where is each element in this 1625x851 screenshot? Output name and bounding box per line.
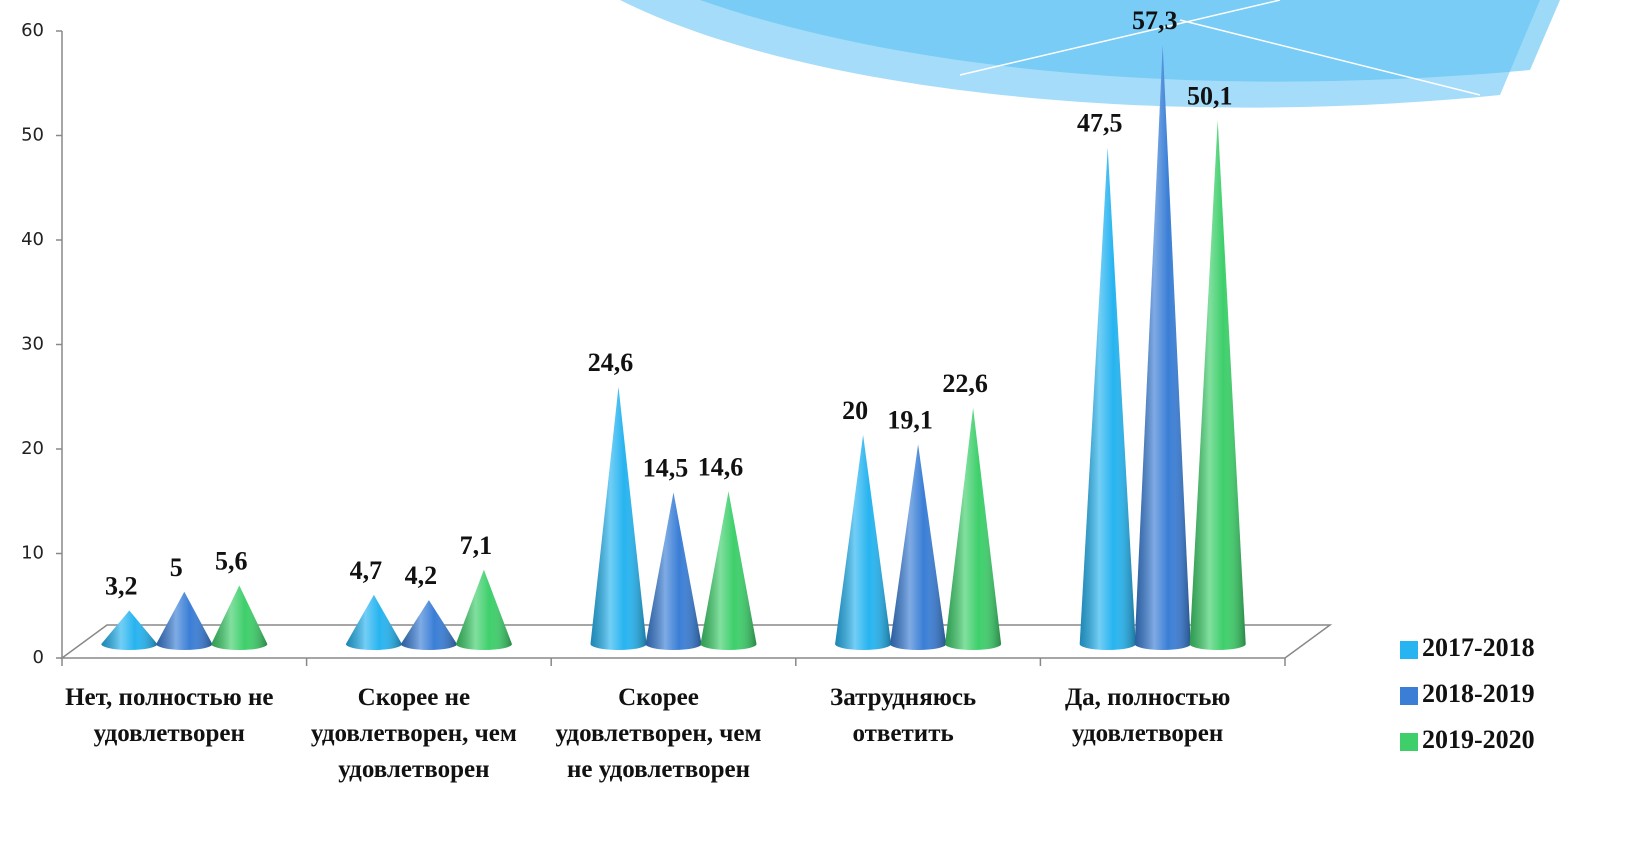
value-label: 5,6 (215, 546, 248, 575)
x-tick-label: Нет, полностью не удовлетворен (65, 684, 274, 747)
y-tick-label: 40 (21, 229, 44, 250)
cone-shade (890, 444, 947, 650)
legend-label: 2018-2019 (1422, 679, 1535, 708)
value-label: 47,5 (1077, 109, 1123, 138)
value-label: 19,1 (887, 405, 933, 434)
value-label: 7,1 (460, 531, 493, 560)
legend-swatch (1400, 687, 1418, 705)
cone-shade (1189, 120, 1246, 650)
decoration (620, 0, 1560, 108)
legend-swatch (1400, 641, 1418, 659)
value-label: 4,7 (350, 556, 383, 585)
cone-shade (945, 407, 1002, 650)
value-label: 4,2 (405, 561, 438, 590)
cone-shade (1079, 147, 1136, 650)
cone-shade (835, 435, 892, 650)
x-tick-label: Скорее удовлетворен, чем не удовлетворен (555, 684, 762, 783)
cone-shade (455, 569, 512, 650)
value-label: 14,6 (698, 452, 744, 481)
x-tick-label: Затрудняюсь ответить (830, 684, 977, 747)
x-tick-label: Да, полностью удовлетворен (1064, 684, 1231, 747)
value-label: 24,6 (588, 348, 634, 377)
y-tick-label: 0 (33, 647, 44, 668)
cone-shade (211, 585, 268, 650)
value-label: 3,2 (105, 572, 138, 601)
cone-shade (101, 610, 158, 650)
cone-shade (156, 591, 213, 650)
value-label: 20 (842, 396, 868, 425)
y-tick-label: 10 (21, 543, 44, 564)
value-label: 50,1 (1187, 81, 1233, 110)
x-tick-label: Скорее не удовлетворен, чем удовлетворен (310, 684, 517, 783)
y-tick-label: 60 (21, 20, 44, 41)
y-tick-label: 20 (21, 438, 44, 459)
value-label: 14,5 (643, 453, 689, 482)
value-label: 22,6 (942, 369, 988, 398)
cone-shade (645, 492, 702, 650)
cone-shade (590, 386, 647, 650)
cone-shade (1134, 45, 1191, 650)
cone-shade (345, 594, 402, 650)
value-label: 57,3 (1132, 6, 1178, 35)
value-label: 5 (170, 553, 183, 582)
cone-shade (400, 600, 457, 650)
legend-label: 2019-2020 (1422, 725, 1535, 754)
cone-shade (700, 491, 757, 650)
legend-swatch (1400, 733, 1418, 751)
y-tick-label: 30 (21, 334, 44, 355)
legend-label: 2017-2018 (1422, 633, 1535, 662)
y-tick-label: 50 (21, 125, 44, 146)
